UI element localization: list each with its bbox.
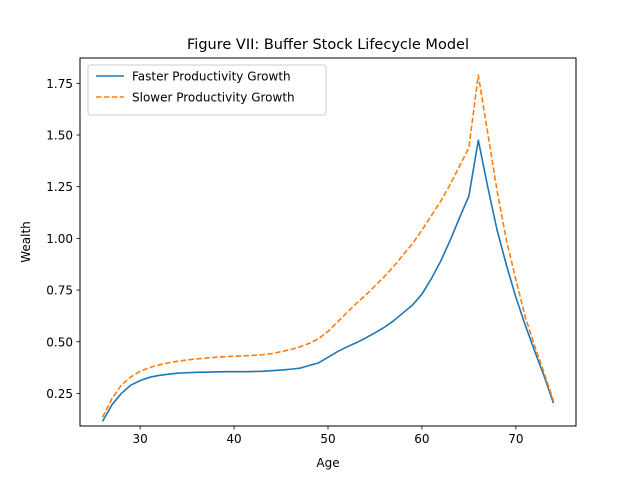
y-tick-label: 1.75 <box>46 77 73 91</box>
x-tick-label: 40 <box>226 432 241 446</box>
x-tick-label: 70 <box>508 432 523 446</box>
y-tick-label: 1.00 <box>46 232 73 246</box>
chart-title: Figure VII: Buffer Stock Lifecycle Model <box>187 37 469 53</box>
x-tick-label: 30 <box>132 432 147 446</box>
legend: Faster Productivity Growth Slower Product… <box>87 64 327 116</box>
y-tick-label: 0.75 <box>46 284 73 298</box>
plot-area <box>101 74 555 422</box>
legend-label-1: Faster Productivity Growth <box>132 70 291 84</box>
y-axis-label: Wealth <box>19 221 33 263</box>
x-tick-label: 60 <box>414 432 429 446</box>
y-tick-label: 1.25 <box>46 180 73 194</box>
legend-box <box>87 64 327 116</box>
y-tick-label: 1.50 <box>46 129 73 143</box>
series-line-1 <box>101 139 555 422</box>
y-tick-label: 0.25 <box>46 387 73 401</box>
legend-label-2: Slower Productivity Growth <box>132 91 295 105</box>
x-tick-label: 50 <box>320 432 335 446</box>
x-axis-label: Age <box>316 456 339 470</box>
y-tick-label: 0.50 <box>46 335 73 349</box>
series-line-2 <box>101 74 555 418</box>
